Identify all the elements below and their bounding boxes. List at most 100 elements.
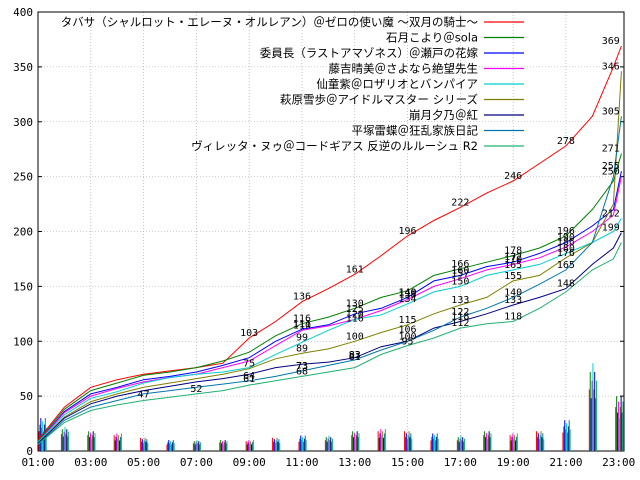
data-label: 73 — [296, 361, 308, 372]
data-label: 110 — [293, 320, 311, 331]
x-tick-label: 07:00 — [180, 456, 213, 469]
legend-entry-label: ヴィレッタ・ヌゥ＠コードギアス 反逆のルルーシュ R2 — [191, 139, 478, 153]
data-label: 140 — [504, 287, 522, 298]
data-label: 75 — [243, 359, 255, 370]
x-tick-label: 15:00 — [391, 456, 424, 469]
data-label: 140 — [399, 287, 417, 298]
x-tick-label: 21:00 — [549, 456, 582, 469]
x-tick-label: 09:00 — [233, 456, 266, 469]
data-label: 64 — [243, 371, 255, 382]
data-label: 115 — [399, 315, 417, 326]
data-label: 271 — [602, 144, 620, 155]
data-label: 116 — [293, 314, 311, 325]
series-line — [37, 45, 622, 441]
series-line — [37, 71, 622, 444]
legend-entry-label: 委員長（ラストアマゾネス）＠瀬戸の花嫁 — [260, 46, 479, 60]
y-tick-label: 300 — [13, 116, 33, 129]
series-line — [37, 170, 622, 443]
data-label: 212 — [602, 208, 620, 219]
data-label: 125 — [346, 304, 364, 315]
series-line — [37, 242, 622, 445]
data-labels: 1031361611962222462783691161301401661781… — [138, 36, 620, 400]
data-label: 305 — [602, 106, 620, 117]
data-label: 106 — [399, 325, 417, 336]
data-label: 47 — [138, 389, 150, 400]
data-label: 166 — [451, 259, 469, 270]
x-tick-label: 19:00 — [497, 456, 530, 469]
x-tick-label: 13:00 — [338, 456, 371, 469]
data-label: 150 — [451, 276, 469, 287]
series-lines — [37, 45, 622, 445]
x-tick-label: 05:00 — [127, 456, 160, 469]
data-label: 157 — [451, 269, 469, 280]
data-label: 68 — [296, 366, 308, 377]
x-tick-label: 11:00 — [285, 456, 318, 469]
y-tick-label: 0 — [26, 445, 33, 458]
legend-entry-label: 平塚雷蝶＠狂乱家族日記 — [352, 124, 479, 138]
data-label: 170 — [504, 254, 522, 265]
y-tick-label: 50 — [20, 390, 33, 403]
data-label: 186 — [557, 237, 575, 248]
legend-entry-label: 藤吉晴美＠さよなら絶望先生 — [329, 62, 479, 76]
data-label: 196 — [557, 226, 575, 237]
data-label: 61 — [243, 374, 255, 385]
data-label: 81 — [349, 352, 361, 363]
series-line — [37, 153, 622, 442]
data-label: 133 — [451, 295, 469, 306]
spike-bars — [38, 363, 624, 451]
data-label: 148 — [557, 279, 575, 290]
data-label: 369 — [602, 36, 620, 47]
data-label: 176 — [557, 248, 575, 259]
data-label: 196 — [399, 226, 417, 237]
x-tick-label: 01:00 — [21, 456, 54, 469]
legend-entry-label: 石月こより＠sola — [386, 31, 478, 45]
data-label: 346 — [602, 61, 620, 72]
data-label: 161 — [346, 264, 364, 275]
data-label: 100 — [346, 331, 364, 342]
data-label: 134 — [399, 294, 417, 305]
data-label: 52 — [190, 384, 202, 395]
data-label: 122 — [451, 307, 469, 318]
data-label: 111 — [293, 319, 311, 330]
series-line — [37, 218, 622, 443]
data-label: 178 — [504, 246, 522, 257]
legend: タバサ（シャルロット・エレーヌ・オルレアン）＠ゼロの使い魔 ～双月の騎士～ 石月こ… — [61, 15, 524, 153]
legend-entry-label: 崩月夕乃＠紅 — [409, 108, 478, 122]
data-label: 99 — [296, 332, 308, 343]
data-label: 89 — [296, 343, 308, 354]
data-label: 140 — [399, 287, 417, 298]
data-label: 120 — [346, 309, 364, 320]
y-tick-label: 150 — [13, 280, 33, 293]
data-label: 165 — [504, 260, 522, 271]
data-label: 172 — [504, 252, 522, 263]
data-label: 246 — [504, 171, 522, 182]
data-label: 222 — [451, 197, 469, 208]
y-tick-label: 100 — [13, 335, 33, 348]
series-line — [37, 116, 622, 445]
data-label: 130 — [346, 298, 364, 309]
data-label: 100 — [399, 331, 417, 342]
data-label: 133 — [504, 295, 522, 306]
y-tick-label: 200 — [13, 226, 33, 239]
data-label: 199 — [602, 223, 620, 234]
data-label: 103 — [240, 328, 258, 339]
data-label: 73 — [296, 361, 308, 372]
data-label: 165 — [557, 260, 575, 271]
data-label: 116 — [346, 314, 364, 325]
grid-lines — [38, 12, 624, 451]
data-label: 255 — [602, 161, 620, 172]
data-label: 160 — [451, 265, 469, 276]
data-label: 112 — [451, 318, 469, 329]
legend-entry-label: 仙童紫＠ロザリオとバンパイア — [316, 77, 478, 91]
y-tick-label: 400 — [13, 6, 33, 19]
y-tick-label: 250 — [13, 171, 33, 184]
data-label: 138 — [399, 290, 417, 301]
series-line — [37, 232, 622, 444]
data-label: 95 — [402, 337, 414, 348]
data-label: 118 — [504, 311, 522, 322]
legend-entry-label: タバサ（シャルロット・エレーヌ・オルレアン）＠ゼロの使い魔 ～双月の騎士～ — [61, 15, 479, 29]
x-tick-label: 23:00 — [602, 456, 635, 469]
data-label: 83 — [349, 350, 361, 361]
